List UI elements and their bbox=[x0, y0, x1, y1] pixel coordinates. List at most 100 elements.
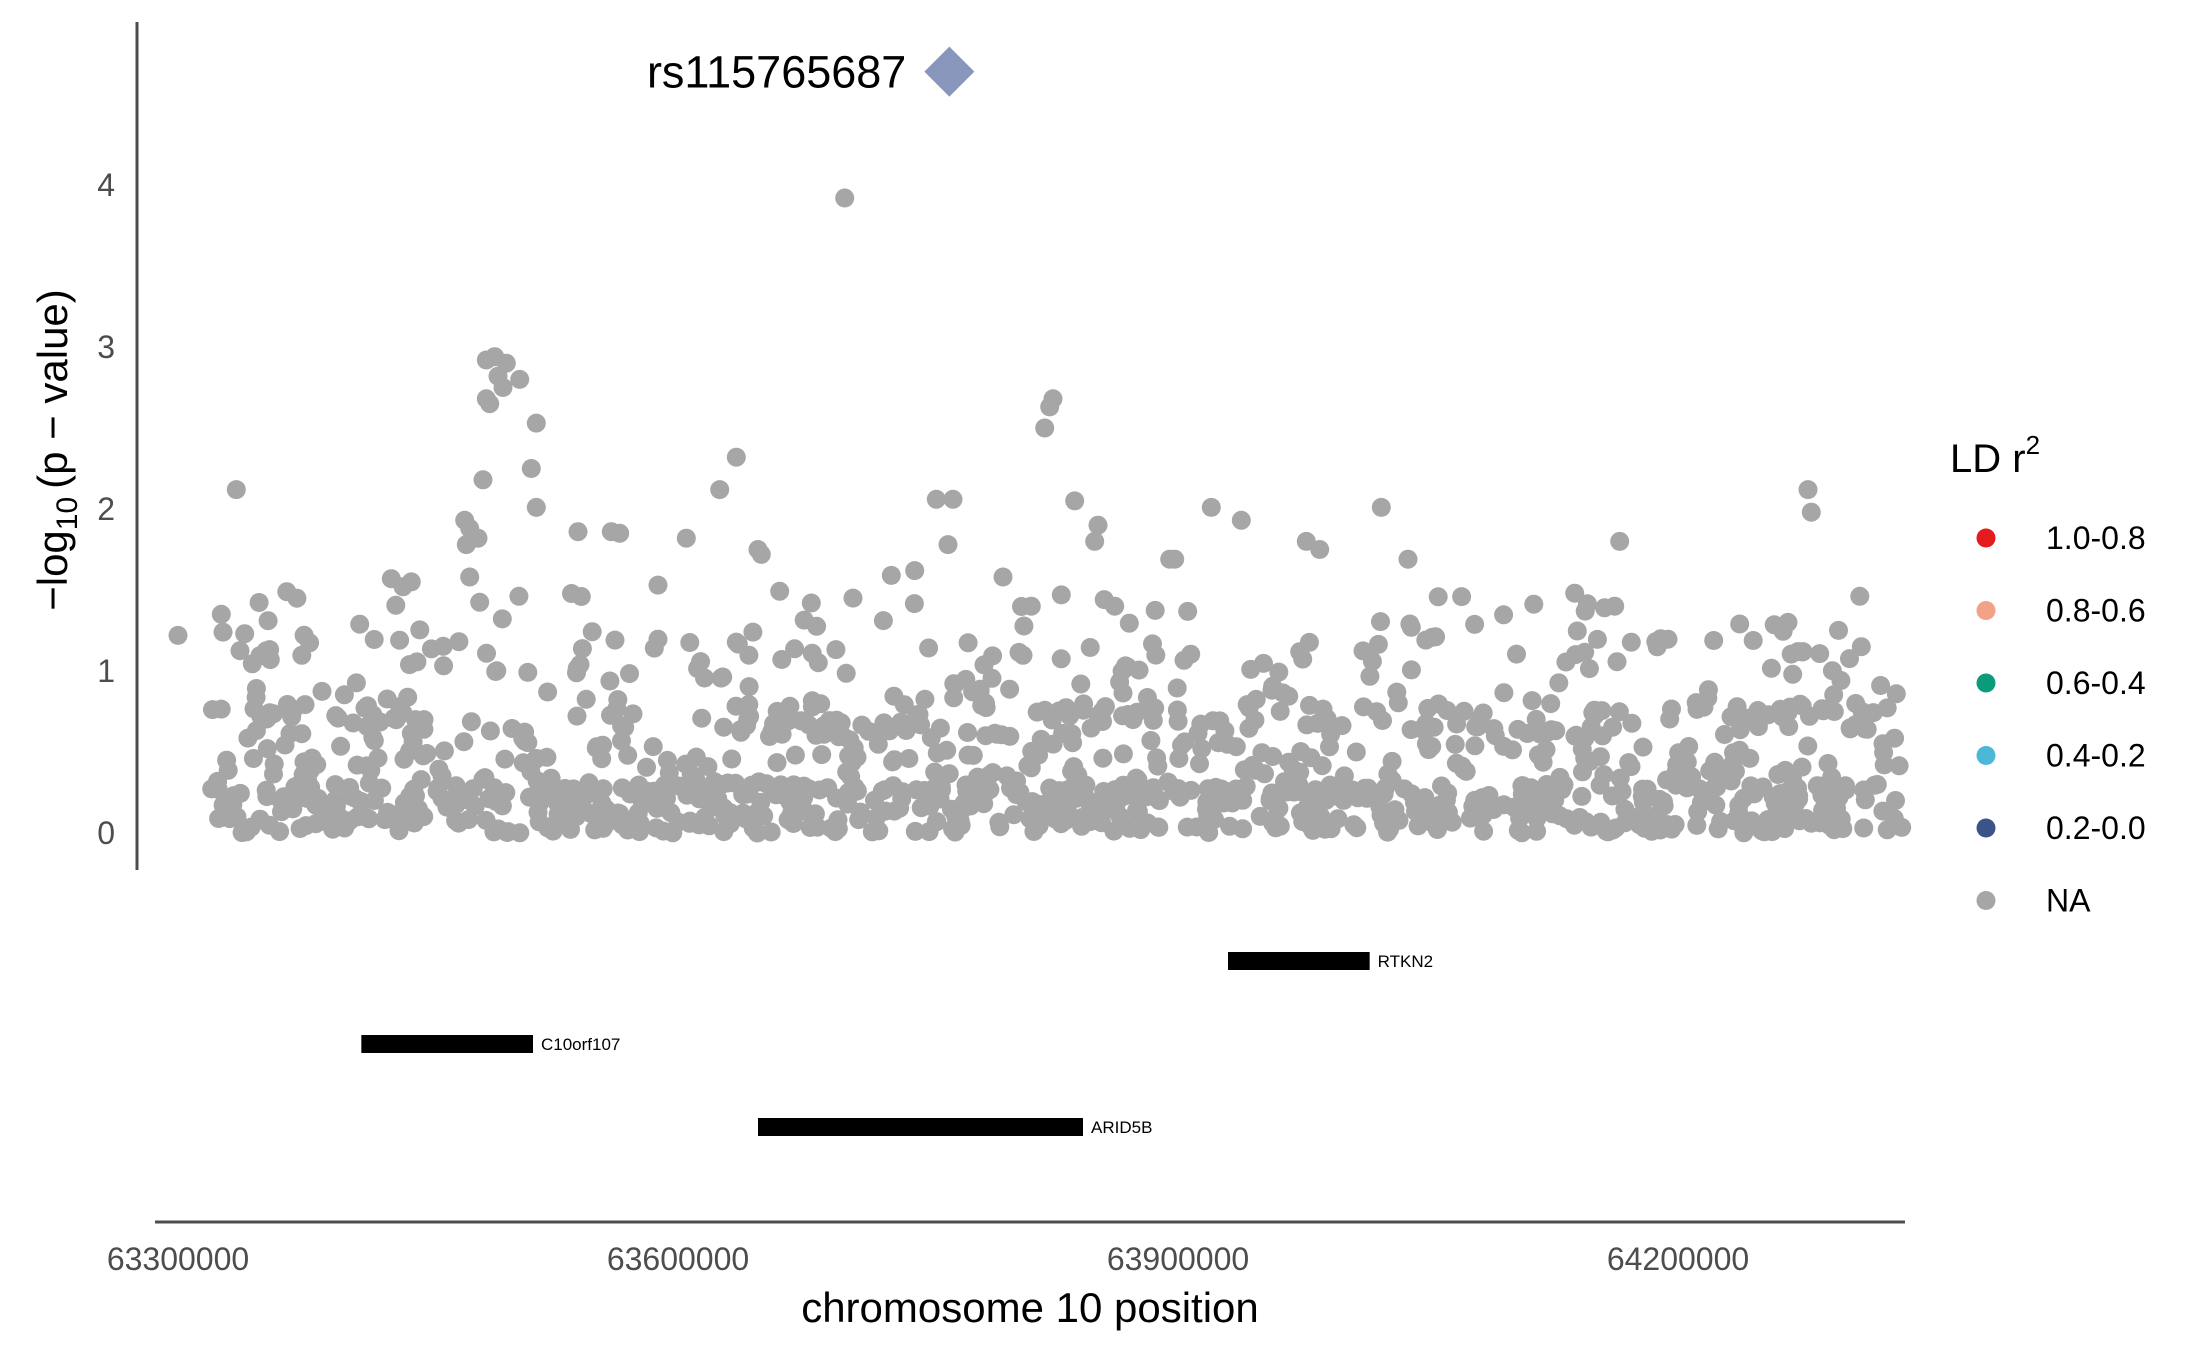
data-point bbox=[982, 668, 1002, 688]
data-point bbox=[1550, 767, 1570, 787]
data-point bbox=[434, 741, 454, 761]
data-point bbox=[844, 738, 864, 758]
data-point bbox=[235, 624, 255, 644]
data-point bbox=[876, 801, 896, 821]
gene-label: RTKN2 bbox=[1378, 952, 1433, 971]
data-point bbox=[873, 611, 893, 631]
data-point bbox=[582, 622, 602, 642]
data-point bbox=[722, 749, 742, 769]
data-point bbox=[571, 587, 591, 606]
data-point bbox=[1040, 397, 1060, 417]
points-layer bbox=[168, 188, 1912, 843]
data-point bbox=[1877, 698, 1897, 718]
data-point bbox=[1825, 799, 1845, 819]
data-point bbox=[983, 763, 1003, 783]
data-point bbox=[567, 706, 587, 726]
data-point bbox=[1607, 652, 1627, 672]
data-point bbox=[211, 699, 231, 719]
data-point bbox=[1169, 749, 1189, 768]
data-point bbox=[1000, 679, 1020, 699]
data-point bbox=[625, 812, 645, 832]
data-point bbox=[1255, 764, 1274, 784]
data-point bbox=[1783, 664, 1803, 684]
data-point bbox=[277, 582, 297, 602]
data-point bbox=[1831, 671, 1851, 690]
data-point bbox=[1877, 820, 1897, 840]
data-point bbox=[836, 663, 856, 683]
data-point bbox=[454, 732, 474, 752]
data-point bbox=[1138, 813, 1158, 833]
data-point bbox=[945, 674, 965, 694]
data-point bbox=[1346, 742, 1366, 762]
data-point bbox=[1260, 791, 1280, 811]
data-point bbox=[476, 810, 496, 830]
data-point bbox=[386, 595, 406, 615]
data-point bbox=[711, 668, 731, 688]
data-point bbox=[919, 638, 939, 658]
data-point bbox=[726, 696, 746, 716]
data-point bbox=[1602, 786, 1622, 806]
data-point bbox=[1581, 717, 1601, 737]
data-point bbox=[1687, 815, 1707, 835]
data-point bbox=[364, 630, 384, 649]
data-point bbox=[1317, 709, 1337, 729]
data-point bbox=[1165, 549, 1185, 569]
data-point bbox=[1104, 821, 1124, 841]
data-point bbox=[1770, 699, 1790, 719]
data-point bbox=[334, 685, 354, 705]
data-point bbox=[1874, 743, 1894, 762]
data-point bbox=[1297, 715, 1317, 735]
legend-label: 0.4-0.2 bbox=[2046, 738, 2146, 774]
data-point bbox=[1170, 787, 1190, 807]
data-point bbox=[1798, 736, 1818, 756]
data-point bbox=[1654, 796, 1674, 816]
data-point bbox=[1042, 792, 1062, 812]
data-point bbox=[1812, 699, 1832, 719]
data-point bbox=[824, 717, 844, 737]
data-point bbox=[1113, 706, 1133, 726]
data-point bbox=[1113, 744, 1133, 764]
data-point bbox=[869, 722, 889, 741]
data-point bbox=[256, 780, 276, 800]
data-point bbox=[1250, 806, 1270, 826]
data-point bbox=[1127, 800, 1147, 820]
data-point bbox=[1014, 616, 1034, 636]
data-point bbox=[1093, 748, 1113, 768]
data-point bbox=[576, 689, 596, 709]
data-point bbox=[1724, 743, 1743, 763]
data-point bbox=[1035, 418, 1055, 438]
data-point bbox=[377, 689, 397, 709]
data-point bbox=[1579, 659, 1599, 679]
data-point bbox=[1517, 724, 1537, 743]
data-point bbox=[1730, 720, 1750, 740]
data-point bbox=[1522, 691, 1542, 711]
lead-snp-label: rs115765687 bbox=[647, 47, 906, 98]
data-point bbox=[473, 470, 493, 490]
data-point bbox=[925, 762, 945, 782]
data-point bbox=[1779, 717, 1799, 737]
data-point bbox=[634, 786, 654, 806]
data-point bbox=[460, 567, 480, 587]
legend-swatch bbox=[1976, 601, 1996, 620]
data-point bbox=[648, 575, 668, 595]
data-point bbox=[1406, 801, 1425, 821]
data-point bbox=[620, 664, 639, 684]
data-point bbox=[1793, 642, 1813, 662]
data-point bbox=[801, 593, 821, 613]
data-point bbox=[958, 723, 977, 742]
data-point bbox=[1633, 737, 1653, 757]
data-point bbox=[312, 681, 332, 701]
data-point bbox=[1071, 674, 1091, 694]
data-point bbox=[325, 775, 345, 795]
data-point bbox=[1575, 748, 1595, 768]
data-point bbox=[1577, 594, 1597, 614]
data-point bbox=[1494, 683, 1514, 703]
gene-bar bbox=[1228, 952, 1370, 970]
data-point bbox=[294, 625, 314, 645]
data-point bbox=[1528, 782, 1548, 801]
data-point bbox=[586, 738, 606, 758]
data-point bbox=[1721, 771, 1741, 791]
data-point bbox=[1667, 755, 1687, 775]
